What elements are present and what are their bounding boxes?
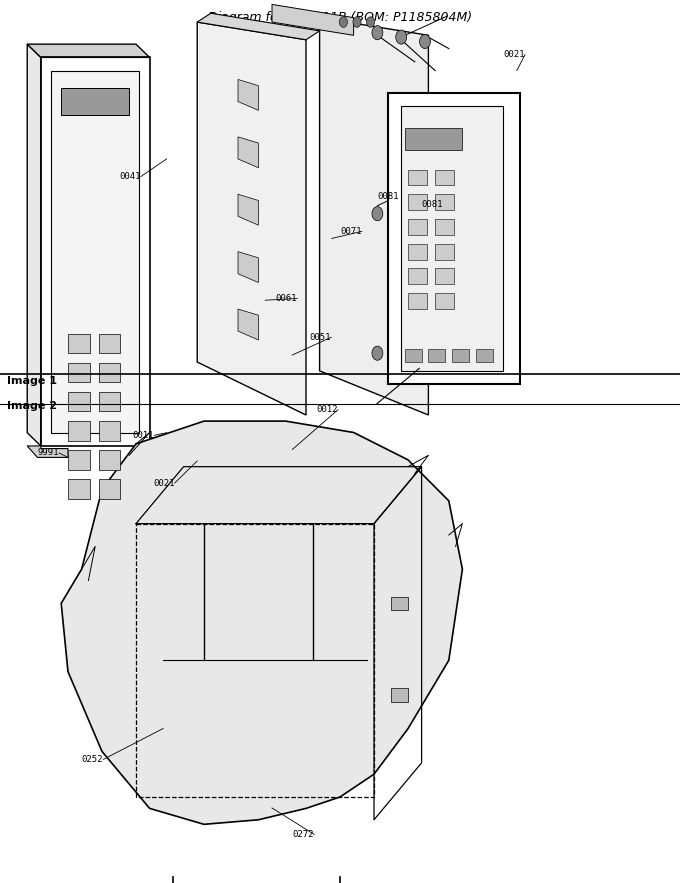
Bar — [68, 392, 90, 411]
Bar — [408, 244, 427, 260]
Polygon shape — [197, 22, 306, 415]
Text: 0071: 0071 — [340, 227, 362, 236]
Circle shape — [372, 26, 383, 40]
Polygon shape — [51, 71, 139, 433]
Bar — [408, 268, 427, 284]
Polygon shape — [27, 446, 68, 457]
Bar — [428, 349, 445, 362]
Bar — [452, 349, 469, 362]
Bar — [99, 392, 120, 411]
Circle shape — [372, 346, 383, 360]
Polygon shape — [238, 252, 258, 283]
Polygon shape — [401, 106, 503, 371]
Circle shape — [367, 17, 375, 27]
Bar — [99, 363, 120, 382]
Text: 0021: 0021 — [153, 479, 175, 487]
Text: 0012: 0012 — [316, 405, 338, 414]
Text: 0011: 0011 — [133, 431, 154, 440]
Bar — [435, 268, 454, 284]
Bar — [391, 689, 408, 701]
Bar — [61, 88, 129, 115]
Text: Image 1: Image 1 — [7, 376, 57, 386]
Bar — [408, 293, 427, 309]
Bar — [68, 479, 90, 499]
Text: 0041: 0041 — [119, 172, 141, 181]
Polygon shape — [27, 44, 150, 57]
Text: 0081: 0081 — [422, 200, 443, 209]
Bar — [99, 479, 120, 499]
Polygon shape — [238, 79, 258, 110]
Bar — [435, 170, 454, 185]
Bar — [405, 349, 422, 362]
Bar — [99, 334, 120, 353]
Bar — [408, 219, 427, 235]
Circle shape — [372, 207, 383, 221]
Bar — [68, 421, 90, 441]
Bar — [476, 349, 493, 362]
Circle shape — [396, 214, 407, 228]
Circle shape — [353, 17, 361, 27]
Bar — [391, 597, 408, 610]
Bar — [435, 244, 454, 260]
Bar — [99, 421, 120, 441]
Polygon shape — [238, 194, 258, 225]
Text: 0252: 0252 — [82, 755, 103, 764]
Text: Diagram for VEND11B (BOM: P1185804M): Diagram for VEND11B (BOM: P1185804M) — [208, 11, 472, 24]
Bar — [408, 170, 427, 185]
Polygon shape — [238, 309, 258, 340]
Polygon shape — [197, 13, 320, 40]
Polygon shape — [61, 421, 462, 825]
Text: 9991: 9991 — [37, 449, 59, 457]
Text: 0081: 0081 — [377, 192, 399, 200]
Text: 0021: 0021 — [503, 50, 525, 59]
Bar — [68, 450, 90, 470]
Circle shape — [396, 30, 407, 44]
Bar — [68, 363, 90, 382]
Polygon shape — [238, 137, 258, 168]
Bar — [388, 93, 520, 384]
Bar — [435, 219, 454, 235]
Text: 0051: 0051 — [309, 333, 331, 342]
Text: 0272: 0272 — [292, 830, 314, 839]
Polygon shape — [320, 18, 428, 415]
Bar — [405, 128, 462, 150]
Bar — [408, 194, 427, 210]
Circle shape — [420, 34, 430, 49]
Text: Image 2: Image 2 — [7, 401, 57, 411]
Polygon shape — [27, 44, 41, 446]
Bar — [99, 450, 120, 470]
Bar — [435, 194, 454, 210]
Bar — [68, 334, 90, 353]
Text: 0061: 0061 — [275, 294, 297, 303]
Bar — [435, 293, 454, 309]
Polygon shape — [272, 4, 354, 35]
Circle shape — [339, 17, 347, 27]
